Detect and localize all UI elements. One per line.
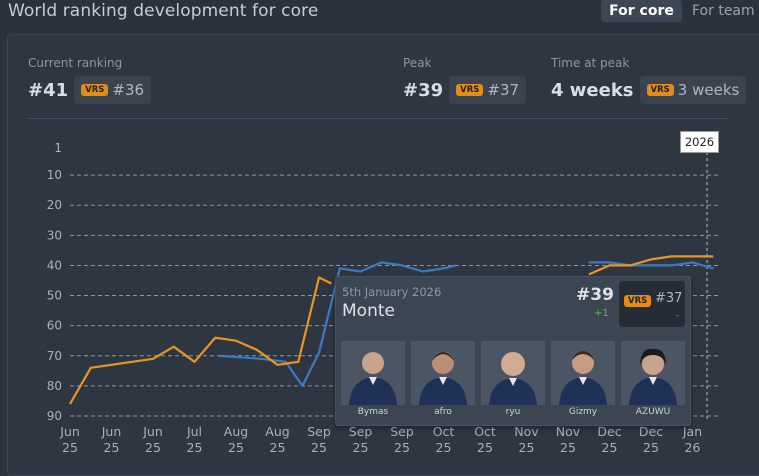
player-photo: [621, 341, 685, 405]
player-name: AZUWU: [635, 407, 671, 417]
x-axis-layer: Jun25Jun25Jun25Jul25Aug25Aug25Sep25Sep25…: [59, 424, 702, 455]
vrs-badge: VRS: [81, 84, 109, 96]
x-tick-month: Oct: [474, 424, 496, 439]
tooltip-date: 5th January 2026: [342, 285, 442, 299]
time-at-peak-value: 4 weeks: [551, 79, 634, 101]
current-vrs-box: VRS #36: [74, 76, 152, 104]
player-name: ryu: [505, 407, 521, 417]
vrs-badge: VRS: [624, 295, 652, 307]
x-tick-month: Jan: [682, 424, 702, 439]
x-tick-month: Oct: [433, 424, 455, 439]
vrs-badge: VRS: [646, 84, 674, 96]
vrs-series-line-1: [588, 255, 714, 276]
x-tick-year: 25: [62, 440, 78, 455]
x-tick-month: Dec: [639, 424, 663, 439]
x-tick-year: 26: [685, 440, 701, 455]
for-team-toggle[interactable]: For team: [692, 3, 755, 19]
tooltip-vrs-change: -: [676, 311, 680, 321]
current-vrs-value: #36: [112, 81, 145, 99]
x-tick-month: Nov: [514, 424, 539, 439]
hltv-series-line-1: [588, 261, 714, 270]
x-tick-year: 25: [436, 440, 452, 455]
current-ranking-label: Current ranking: [28, 56, 123, 70]
x-tick-month: Sep: [390, 424, 414, 439]
player-card[interactable]: afro: [411, 341, 475, 421]
event-tooltip: 5th January 2026 Monte #39 +1 VRS #37 - …: [335, 276, 691, 426]
peak-vrs-value: #37: [487, 81, 520, 99]
x-tick-month: Sep: [307, 424, 331, 439]
x-tick-year: 25: [353, 440, 369, 455]
x-tick-year: 25: [394, 440, 410, 455]
y-tick-label: 50: [47, 289, 62, 303]
current-ranking-stat: Current ranking #41 VRS #36: [28, 56, 152, 104]
x-tick-year: 25: [187, 440, 203, 455]
time-at-peak-label: Time at peak: [551, 56, 630, 70]
x-tick-year: 25: [228, 440, 244, 455]
stats-divider: [28, 118, 728, 119]
x-tick-month: Aug: [224, 424, 248, 439]
peak-label: Peak: [403, 56, 432, 70]
player-name: afro: [434, 407, 452, 417]
player-photo: [411, 341, 475, 405]
peak-stat: Peak #39 VRS #37: [403, 56, 527, 104]
x-tick-year: 25: [560, 440, 576, 455]
time-at-peak-vrs-value: 3 weeks: [677, 81, 740, 99]
y-tick-label: 20: [47, 198, 62, 212]
player-photo: [551, 341, 615, 405]
year-marker-2026: 2026: [680, 131, 719, 153]
x-tick-year: 25: [519, 440, 535, 455]
y-tick-label: 70: [47, 349, 62, 363]
player-card[interactable]: Gizmy: [551, 341, 615, 421]
x-tick-month: Jun: [101, 424, 122, 439]
peak-value: #39: [403, 79, 444, 101]
player-card[interactable]: Bymas: [341, 341, 405, 421]
vrs-badge: VRS: [456, 84, 484, 96]
y-tick-label: 90: [47, 409, 62, 423]
y-tick-label: 30: [47, 228, 62, 242]
player-lineup: Bymas afro ryu Gizmy AZUWU: [341, 341, 686, 421]
y-tick-label: 60: [47, 319, 62, 333]
x-tick-year: 25: [602, 440, 618, 455]
x-tick-month: Dec: [597, 424, 621, 439]
y-tick-label: 40: [47, 258, 62, 272]
current-ranking-value: #41: [28, 79, 69, 101]
x-tick-month: Jul: [186, 424, 202, 439]
tooltip-rank-change: +1: [594, 308, 609, 319]
vrs-series-line-0: [69, 276, 332, 405]
x-tick-year: 25: [311, 440, 327, 455]
player-card[interactable]: ryu: [481, 341, 545, 421]
tooltip-vrs-box: VRS #37 -: [619, 281, 685, 327]
x-tick-month: Jun: [142, 424, 163, 439]
time-at-peak-stat: Time at peak 4 weeks VRS 3 weeks: [551, 56, 747, 104]
tooltip-vrs-rank: #37: [655, 291, 683, 306]
y-tick-label: 10: [47, 168, 62, 182]
x-tick-year: 25: [104, 440, 120, 455]
player-name: Gizmy: [568, 407, 598, 417]
x-tick-year: 25: [643, 440, 659, 455]
x-tick-month: Nov: [556, 424, 581, 439]
x-tick-year: 25: [270, 440, 286, 455]
y-tick-label: 1: [54, 141, 62, 155]
tooltip-rank: #39: [576, 285, 614, 305]
for-core-toggle[interactable]: For core: [601, 0, 682, 22]
x-tick-year: 25: [145, 440, 161, 455]
player-photo: [481, 341, 545, 405]
x-tick-month: Aug: [265, 424, 289, 439]
x-tick-year: 25: [477, 440, 493, 455]
series-layer: [69, 255, 714, 405]
time-at-peak-vrs-box: VRS 3 weeks: [639, 76, 747, 104]
x-tick-month: Sep: [349, 424, 373, 439]
player-photo: [341, 341, 405, 405]
player-name: Bymas: [357, 407, 389, 417]
x-tick-month: Jun: [59, 424, 80, 439]
player-card[interactable]: AZUWU: [621, 341, 685, 421]
hltv-series-line-0: [219, 261, 457, 387]
tooltip-event-name[interactable]: Monte: [342, 301, 395, 321]
peak-vrs-box: VRS #37: [449, 76, 527, 104]
y-tick-label: 80: [47, 379, 62, 393]
page-title: World ranking development for core: [8, 1, 319, 21]
